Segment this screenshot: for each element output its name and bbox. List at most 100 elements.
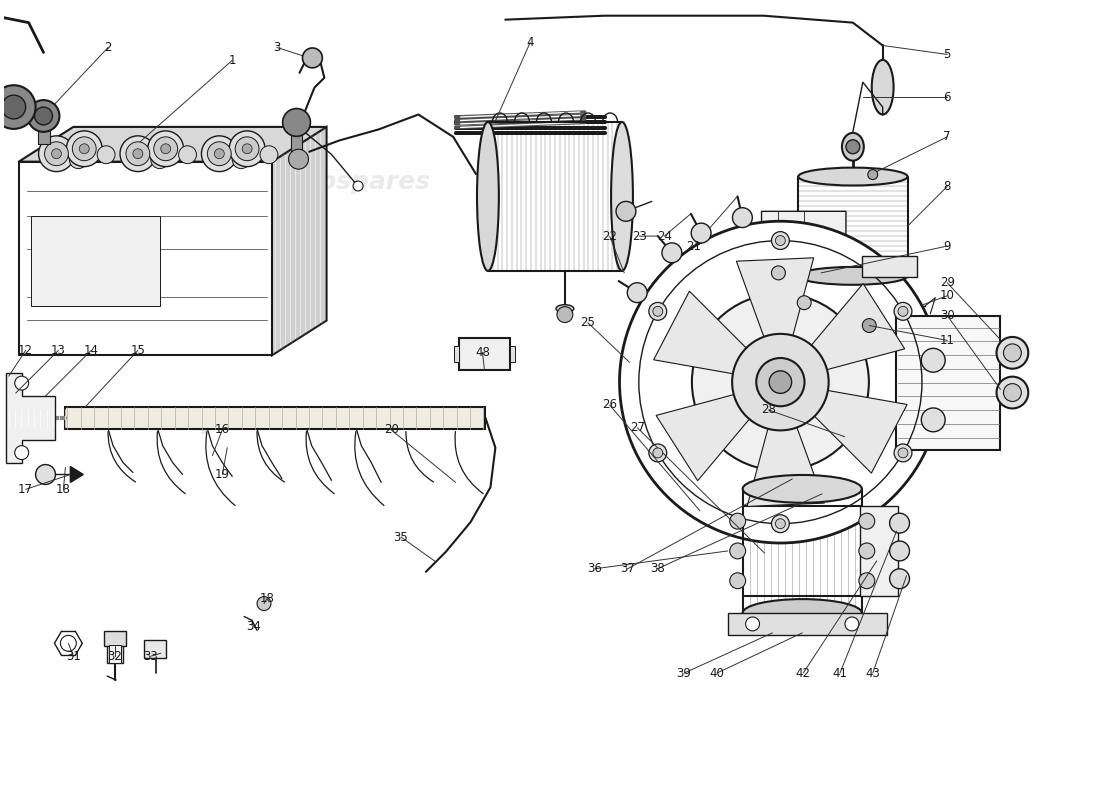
Polygon shape (736, 258, 814, 337)
Text: 40: 40 (710, 666, 724, 679)
Circle shape (868, 170, 878, 179)
Circle shape (757, 358, 804, 406)
Circle shape (52, 149, 62, 158)
Circle shape (652, 448, 663, 458)
Circle shape (845, 617, 859, 631)
Text: 11: 11 (939, 334, 955, 347)
Text: 1: 1 (229, 54, 236, 67)
Text: 18: 18 (56, 483, 70, 496)
Text: 39: 39 (676, 666, 692, 679)
Circle shape (214, 149, 224, 158)
Circle shape (729, 543, 746, 559)
Text: 12: 12 (19, 344, 33, 357)
Text: 43: 43 (866, 666, 880, 679)
Text: 24: 24 (657, 230, 672, 242)
Text: 35: 35 (394, 530, 408, 543)
Circle shape (729, 514, 746, 529)
Bar (290, 130, 303, 152)
Circle shape (771, 266, 785, 280)
Text: 23: 23 (631, 230, 647, 242)
Bar (144, 640, 166, 658)
Circle shape (60, 635, 76, 651)
Polygon shape (70, 466, 84, 482)
Circle shape (616, 202, 636, 222)
Text: 30: 30 (939, 309, 955, 322)
Bar (453, 346, 459, 362)
Text: 48: 48 (475, 346, 490, 359)
Ellipse shape (871, 60, 893, 114)
Circle shape (2, 95, 25, 119)
Circle shape (894, 302, 912, 320)
Circle shape (288, 150, 308, 169)
Circle shape (692, 294, 869, 470)
Text: 38: 38 (650, 562, 664, 575)
Ellipse shape (742, 599, 861, 627)
Circle shape (257, 597, 271, 610)
Circle shape (557, 306, 573, 322)
Ellipse shape (799, 168, 908, 186)
Circle shape (922, 348, 945, 372)
Text: 33: 33 (143, 650, 158, 662)
Circle shape (35, 465, 55, 485)
Text: 32: 32 (108, 650, 122, 662)
Circle shape (69, 150, 87, 169)
Circle shape (649, 302, 667, 320)
Text: 14: 14 (84, 344, 99, 357)
Ellipse shape (556, 305, 574, 313)
Text: 8: 8 (944, 180, 950, 193)
Ellipse shape (477, 122, 499, 271)
Circle shape (1003, 344, 1021, 362)
Circle shape (208, 142, 231, 166)
Circle shape (890, 541, 910, 561)
Circle shape (649, 444, 667, 462)
Text: 26: 26 (602, 398, 617, 411)
Ellipse shape (842, 133, 864, 161)
Circle shape (997, 337, 1028, 369)
Text: 22: 22 (602, 230, 617, 242)
Text: 10: 10 (939, 290, 955, 302)
Bar (31, 216, 160, 306)
Circle shape (14, 376, 29, 390)
Text: 41: 41 (833, 666, 847, 679)
Ellipse shape (742, 475, 861, 502)
Circle shape (1003, 384, 1021, 402)
Circle shape (28, 100, 59, 132)
Text: 5: 5 (944, 48, 950, 61)
Polygon shape (656, 394, 749, 481)
Circle shape (353, 181, 363, 191)
Polygon shape (747, 427, 824, 506)
Circle shape (776, 235, 785, 246)
Bar (862, 256, 916, 278)
Circle shape (66, 131, 102, 166)
Circle shape (898, 448, 907, 458)
Text: 20: 20 (384, 423, 398, 436)
Circle shape (862, 318, 877, 333)
Text: 37: 37 (620, 562, 635, 575)
Circle shape (283, 109, 310, 136)
Text: 31: 31 (66, 650, 80, 662)
Circle shape (154, 137, 177, 161)
Text: 36: 36 (587, 562, 602, 575)
Circle shape (798, 296, 811, 310)
Circle shape (859, 573, 874, 589)
Circle shape (34, 107, 53, 125)
Polygon shape (653, 291, 746, 374)
Text: 19: 19 (214, 468, 230, 481)
Bar (459, 338, 510, 370)
Text: 27: 27 (630, 422, 645, 434)
Text: 29: 29 (939, 276, 955, 290)
Circle shape (894, 444, 912, 462)
Polygon shape (761, 211, 846, 315)
Bar (510, 346, 515, 362)
Circle shape (898, 306, 907, 316)
Text: 16: 16 (214, 423, 230, 436)
Circle shape (14, 446, 29, 459)
Circle shape (97, 146, 116, 164)
Polygon shape (19, 162, 272, 355)
Circle shape (147, 131, 184, 166)
Bar (109, 646, 121, 663)
Bar (107, 634, 123, 663)
Circle shape (39, 136, 75, 171)
Bar (65, 407, 485, 429)
Polygon shape (272, 127, 327, 355)
